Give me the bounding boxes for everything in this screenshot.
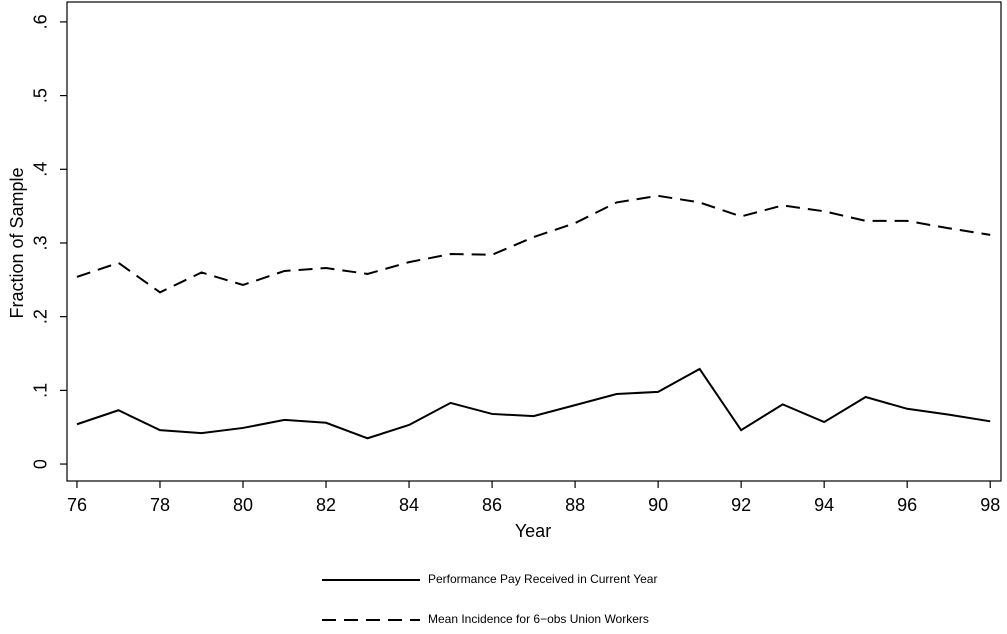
x-tick-label: 84 [399, 495, 419, 515]
y-tick-label: .3 [31, 235, 51, 250]
x-tick-label: 94 [814, 495, 834, 515]
plot-frame [66, 1, 1002, 482]
x-tick-label: 80 [233, 495, 253, 515]
y-tick-label: .5 [31, 88, 51, 103]
y-tick-label: 0 [31, 459, 51, 469]
y-tick-label: .2 [31, 309, 51, 324]
x-tick-label: 82 [316, 495, 336, 515]
x-tick-label: 88 [565, 495, 585, 515]
y-tick-label: .1 [31, 383, 51, 398]
series-line [76, 367, 991, 440]
y-tick-label: .6 [31, 14, 51, 29]
x-tick-label: 96 [897, 495, 917, 515]
legend-label: Mean Incidence for 6−obs Union Workers [428, 612, 649, 626]
x-tick-label: 78 [150, 495, 170, 515]
series-line [76, 194, 991, 294]
y-tick-label: .4 [31, 162, 51, 177]
x-axis-title: Year [515, 521, 551, 541]
x-tick-label: 92 [731, 495, 751, 515]
x-tick-label: 98 [980, 495, 1000, 515]
x-tick-label: 90 [648, 495, 668, 515]
x-tick-label: 86 [482, 495, 502, 515]
x-tick-label: 76 [67, 495, 87, 515]
y-axis-title: Fraction of Sample [7, 167, 27, 318]
legend-label: Performance Pay Received in Current Year [428, 572, 657, 586]
